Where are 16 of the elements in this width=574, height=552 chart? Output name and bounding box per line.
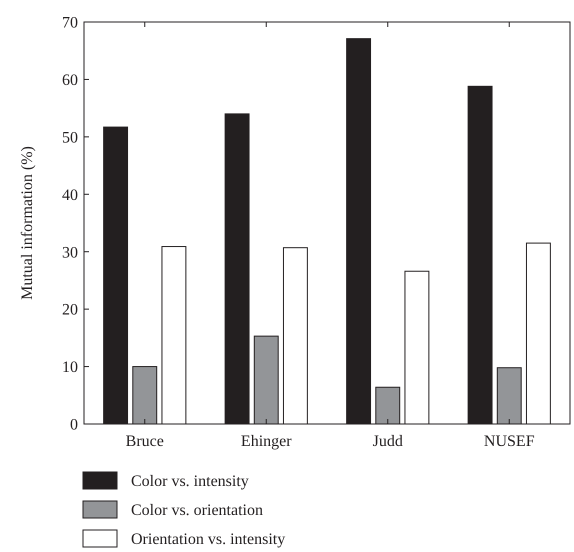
legend-label: Color vs. orientation <box>131 502 263 519</box>
y-tick-label: 30 <box>62 244 78 262</box>
y-axis-title: Mutual information (%) <box>19 146 36 300</box>
y-tick-label: 20 <box>62 302 78 319</box>
y-tick-label: 60 <box>62 72 78 90</box>
y-tick-label: 0 <box>70 416 78 434</box>
x-tick-label: Ehinger <box>240 433 292 450</box>
x-tick-label: NUSEF <box>484 433 535 450</box>
legend-label: Orientation vs. intensity <box>131 531 286 548</box>
legend-label: Color vs. intensity <box>131 473 249 490</box>
y-tick-label: 50 <box>62 129 78 146</box>
y-tick-label: 70 <box>62 14 78 32</box>
x-tick-label: Judd <box>372 433 403 450</box>
x-tick-label: Bruce <box>126 433 164 450</box>
y-tick-label: 10 <box>62 359 78 376</box>
y-tick-label: 40 <box>62 186 78 204</box>
